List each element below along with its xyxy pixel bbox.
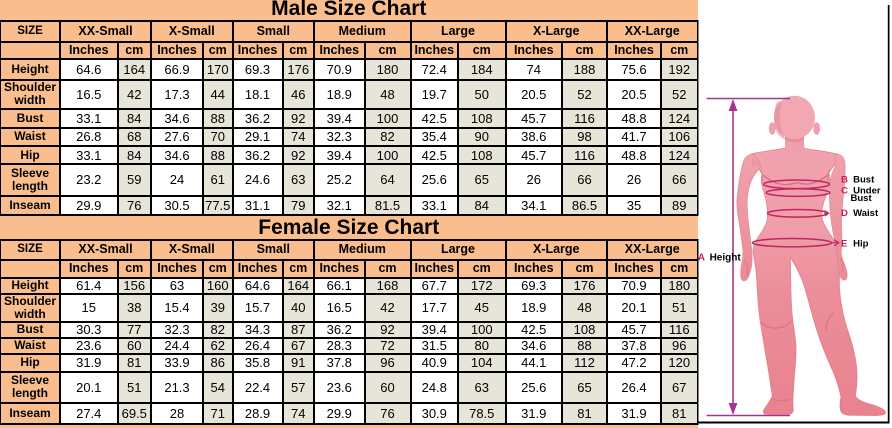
- svg-text:Bust: Bust: [851, 193, 873, 204]
- svg-text:C Under: C Under: [841, 185, 881, 196]
- svg-text:A Height: A Height: [698, 252, 742, 263]
- svg-text:D Waist: D Waist: [841, 208, 879, 219]
- svg-text:E Hip: E Hip: [841, 238, 869, 249]
- svg-text:B Bust: B Bust: [841, 175, 875, 186]
